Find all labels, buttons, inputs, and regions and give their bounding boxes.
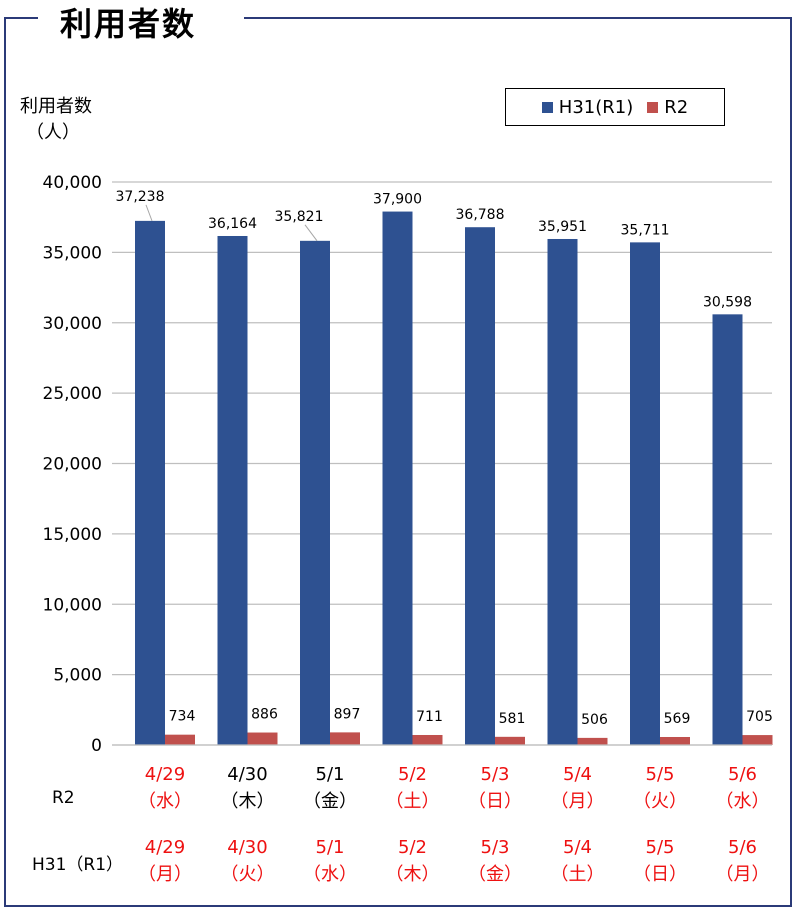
y-axis-label-unit: （人） [26,122,80,143]
data-label-r2: 506 [581,712,608,728]
legend-label-h31: H31(R1) [558,96,634,118]
bar-r2 [577,737,608,745]
y-tick-label: 40,000 [43,173,102,193]
category-weekday: （月） [551,791,605,812]
category-weekday: （土） [386,791,440,812]
category-weekday: （月） [138,864,192,885]
legend-swatch-r2 [647,101,659,113]
category-weekday: （水） [303,864,357,885]
y-tick-label: 5,000 [53,666,102,686]
y-tick-label: 10,000 [43,595,102,615]
y-axis-label-line1: 利用者数 [20,96,92,117]
category-date: 5/2 [398,764,427,785]
data-label-leader [304,224,318,242]
legend-swatch-h31 [541,101,553,113]
bar-h31 [547,238,578,745]
category-weekday: （水） [138,791,192,812]
category-weekday: （月） [716,864,770,885]
y-tick-label: 0 [91,736,102,756]
legend-item-r2: R2 [647,97,688,118]
category-date: 5/5 [646,837,675,858]
category-weekday: （火） [633,791,687,812]
category-date: 5/1 [316,837,345,858]
data-label-h31: 37,238 [116,189,165,205]
data-label-h31: 35,711 [621,222,670,238]
bar-h31 [465,227,495,746]
bar-r2 [660,736,690,745]
category-date: 5/3 [481,837,510,858]
bar-h31 [712,314,743,745]
category-weekday: （木） [221,791,275,812]
category-date: 5/6 [728,837,757,858]
data-label-r2: 886 [251,707,278,723]
data-label-r2: 734 [169,709,196,725]
category-date: 5/3 [481,764,510,785]
category-date: 5/5 [646,764,675,785]
category-date: 5/4 [563,764,592,785]
data-label-r2: 581 [499,711,526,727]
data-label-h31: 36,788 [456,207,505,223]
category-weekday: （水） [716,791,770,812]
category-weekday: （木） [386,864,440,885]
data-label-r2: 569 [664,711,691,727]
title-background [38,0,244,40]
data-label-h31: 35,821 [275,209,324,225]
data-label-r2: 705 [746,709,773,725]
y-tick-label: 25,000 [43,384,102,404]
category-weekday: （火） [221,864,275,885]
category-weekday: （土） [551,864,605,885]
legend-label-r2: R2 [664,96,689,118]
bar-r2 [742,735,773,745]
bar-h31 [630,242,660,745]
page-title: 利用者数 [60,5,197,43]
bar-r2 [495,736,525,745]
bar-r2 [247,732,278,745]
row-label-r2: R2 [52,788,75,808]
bar-r2 [412,734,443,745]
category-date: 4/29 [145,837,185,858]
data-label-r2: 897 [334,706,361,722]
data-label-h31: 36,164 [208,216,257,232]
data-label-h31: 37,900 [373,192,422,208]
bar-h31 [300,240,330,745]
bar-h31 [382,211,413,745]
category-date: 4/30 [227,764,267,785]
data-label-h31: 35,951 [538,219,587,235]
chart-frame [4,17,792,907]
category-date: 5/4 [563,837,592,858]
category-weekday: （金） [468,864,522,885]
category-weekday: （日） [468,791,522,812]
bar-r2 [165,734,195,745]
chart-legend: H31(R1) R2 [505,88,725,126]
category-date: 4/30 [227,837,267,858]
category-date: 5/2 [398,837,427,858]
y-tick-label: 30,000 [43,314,102,334]
category-date: 5/1 [316,764,345,785]
legend-item-h31: H31(R1) [541,96,634,118]
data-label-h31: 30,598 [703,294,752,310]
bar-h31 [217,235,248,745]
y-tick-label: 15,000 [43,525,102,545]
y-tick-label: 35,000 [43,243,102,263]
data-label-r2: 711 [416,709,443,725]
category-weekday: （金） [303,791,357,812]
category-weekday: （日） [633,864,687,885]
category-date: 4/29 [145,764,185,785]
row-label-h31: H31（R1） [32,855,124,875]
bar-r2 [330,732,360,745]
y-tick-label: 20,000 [43,455,102,475]
category-date: 5/6 [728,764,757,785]
data-label-leader [145,204,153,222]
bar-h31 [135,220,165,746]
y-axis-label: 利用者数 （人） [20,94,92,146]
